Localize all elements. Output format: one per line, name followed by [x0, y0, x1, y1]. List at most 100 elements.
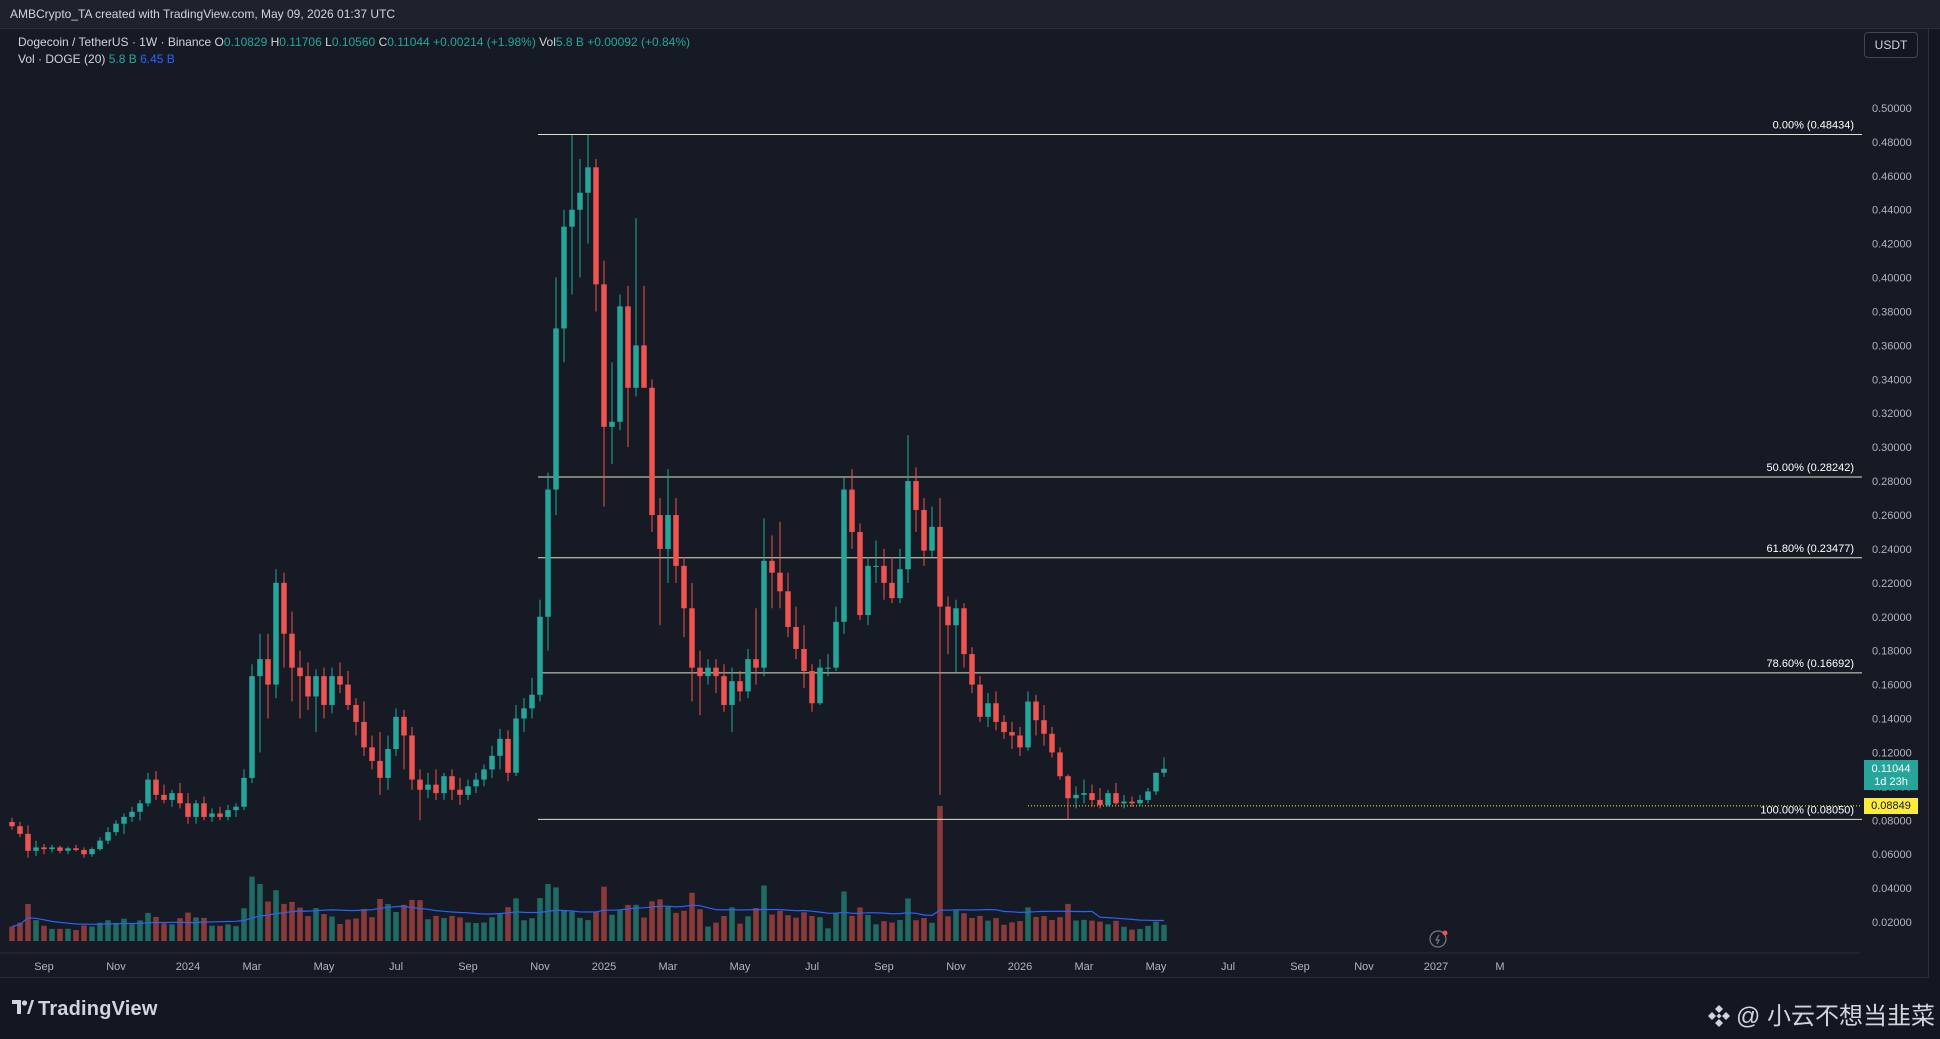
candle[interactable]	[1033, 694, 1039, 736]
candle[interactable]	[473, 772, 479, 794]
candle[interactable]	[953, 599, 959, 673]
candle[interactable]	[177, 782, 183, 809]
candle[interactable]	[777, 521, 783, 609]
candle[interactable]	[569, 135, 575, 295]
candle[interactable]	[449, 769, 455, 800]
candle[interactable]	[505, 730, 511, 782]
candle[interactable]	[249, 664, 255, 783]
candle[interactable]	[521, 698, 527, 733]
candle[interactable]	[921, 498, 927, 566]
candle[interactable]	[721, 664, 727, 712]
candle[interactable]	[1153, 772, 1159, 795]
candle[interactable]	[1049, 727, 1055, 758]
candle[interactable]	[137, 799, 143, 821]
candle[interactable]	[833, 606, 839, 672]
candle[interactable]	[681, 557, 687, 638]
candle[interactable]	[761, 518, 767, 677]
candle[interactable]	[665, 469, 671, 583]
candle[interactable]	[273, 569, 279, 699]
candle[interactable]	[1145, 788, 1151, 804]
candle[interactable]	[377, 732, 383, 795]
candle[interactable]	[825, 654, 831, 677]
candle[interactable]	[409, 727, 415, 790]
candle[interactable]	[57, 845, 63, 854]
candle[interactable]	[545, 472, 551, 651]
candle[interactable]	[97, 837, 103, 851]
currency-selector[interactable]: USDT	[1864, 32, 1918, 58]
candle[interactable]	[385, 735, 391, 790]
candle[interactable]	[73, 844, 79, 852]
candle[interactable]	[361, 701, 367, 756]
candle[interactable]	[353, 698, 359, 736]
candle[interactable]	[993, 691, 999, 731]
candle[interactable]	[201, 796, 207, 821]
candle[interactable]	[497, 728, 503, 770]
candle[interactable]	[1113, 782, 1119, 806]
candle[interactable]	[129, 806, 135, 822]
candle[interactable]	[745, 648, 751, 699]
candle[interactable]	[905, 435, 911, 583]
candle[interactable]	[889, 557, 895, 604]
candle[interactable]	[529, 677, 535, 719]
candle[interactable]	[1001, 715, 1007, 739]
candle[interactable]	[233, 803, 239, 817]
candle[interactable]	[553, 277, 559, 515]
candle[interactable]	[649, 379, 655, 532]
candle[interactable]	[969, 647, 975, 694]
candle[interactable]	[1089, 784, 1095, 807]
candle[interactable]	[153, 771, 159, 800]
symbol-name[interactable]: Dogecoin / TetherUS · 1W · Binance	[18, 35, 212, 49]
candle[interactable]	[193, 799, 199, 824]
candle[interactable]	[857, 523, 863, 621]
candle[interactable]	[513, 704, 519, 777]
candle[interactable]	[801, 625, 807, 688]
candle[interactable]	[705, 659, 711, 685]
candle[interactable]	[417, 769, 423, 821]
candle[interactable]	[737, 671, 743, 702]
candle[interactable]	[1121, 794, 1127, 809]
candle[interactable]	[601, 260, 607, 507]
candle[interactable]	[673, 498, 679, 583]
candle[interactable]	[809, 664, 815, 712]
candle[interactable]	[1009, 721, 1015, 750]
candle[interactable]	[561, 209, 567, 363]
candle[interactable]	[1105, 789, 1111, 807]
candle[interactable]	[617, 294, 623, 431]
candle[interactable]	[897, 548, 903, 604]
candle[interactable]	[873, 540, 879, 583]
candle[interactable]	[489, 745, 495, 778]
candle[interactable]	[785, 572, 791, 638]
candle[interactable]	[1065, 774, 1071, 820]
candle[interactable]	[465, 779, 471, 800]
candle[interactable]	[289, 611, 295, 702]
candle[interactable]	[633, 218, 639, 397]
candle[interactable]	[945, 596, 951, 655]
candle[interactable]	[121, 813, 127, 834]
candle[interactable]	[185, 793, 191, 824]
candle[interactable]	[537, 599, 543, 702]
candle[interactable]	[33, 840, 39, 856]
candle[interactable]	[41, 844, 47, 855]
candle[interactable]	[1025, 691, 1031, 751]
candle[interactable]	[585, 134, 591, 244]
candle[interactable]	[625, 286, 631, 448]
candle[interactable]	[265, 633, 271, 719]
candle[interactable]	[697, 650, 703, 716]
candle[interactable]	[25, 825, 31, 858]
candle[interactable]	[985, 693, 991, 727]
candle[interactable]	[209, 808, 215, 822]
candle[interactable]	[1129, 796, 1135, 807]
candle[interactable]	[161, 784, 167, 804]
candle[interactable]	[961, 603, 967, 668]
candle[interactable]	[689, 582, 695, 702]
candle[interactable]	[49, 844, 55, 853]
candle[interactable]	[81, 847, 87, 858]
candle[interactable]	[257, 633, 263, 753]
candle[interactable]	[753, 608, 759, 685]
candle[interactable]	[321, 667, 327, 719]
candle[interactable]	[1057, 747, 1063, 780]
candle[interactable]	[1097, 788, 1103, 809]
candle[interactable]	[225, 805, 231, 821]
candle[interactable]	[89, 847, 95, 857]
candle[interactable]	[769, 535, 775, 609]
